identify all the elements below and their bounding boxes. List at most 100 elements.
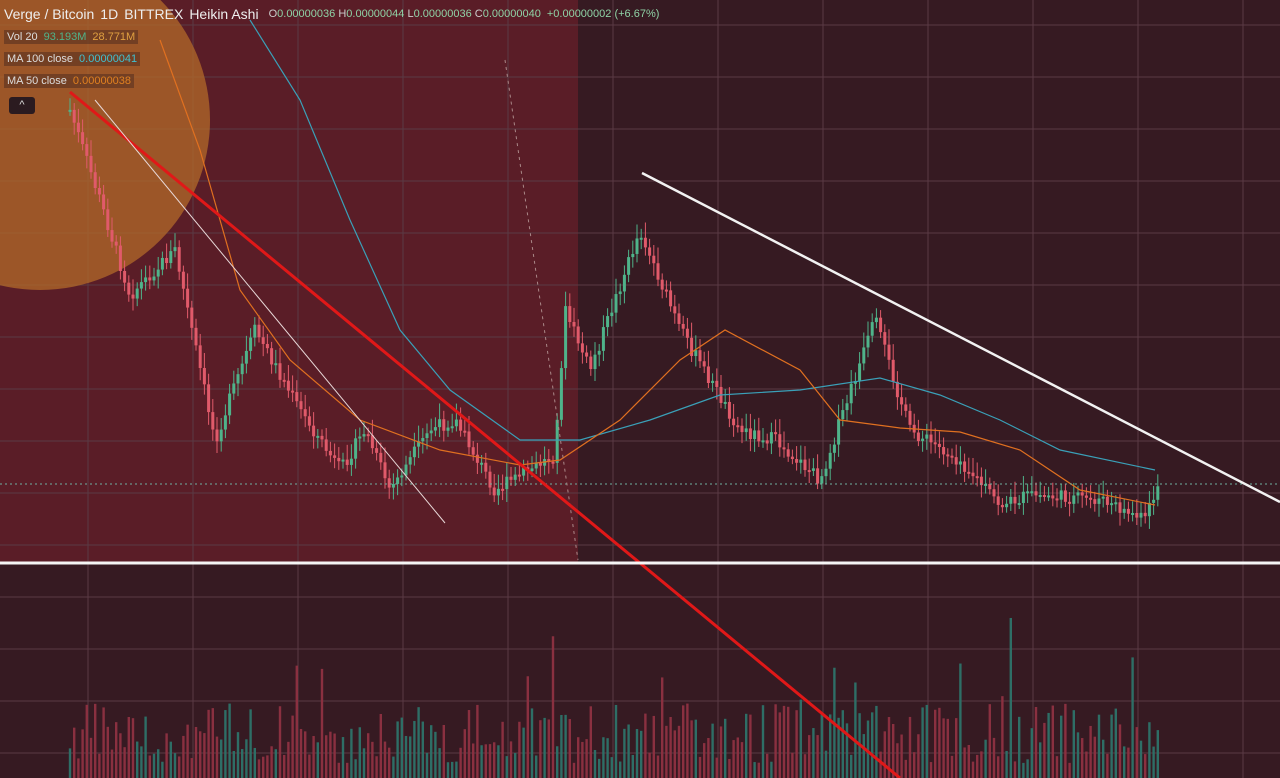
candle-body — [261, 337, 265, 344]
candle-body — [853, 381, 857, 384]
indicator-value: 0.00000041 — [79, 53, 138, 65]
collapse-button[interactable]: ^ — [9, 97, 35, 114]
candle-body — [517, 474, 521, 477]
candle-body — [811, 468, 815, 471]
volume-bar — [1118, 724, 1122, 778]
candle-body — [534, 462, 538, 469]
volume-bar — [295, 665, 298, 778]
candle-body — [253, 324, 257, 338]
candle-body — [555, 419, 559, 463]
indicator-value: 93.193M — [43, 31, 87, 43]
candle-body — [165, 257, 169, 264]
volume-bar — [152, 753, 156, 778]
volume-bar — [1123, 746, 1126, 778]
volume-bar — [106, 726, 109, 778]
volume-bar — [182, 735, 185, 778]
volume-bar — [619, 761, 622, 778]
ohlc-label: H — [338, 8, 347, 20]
candle-body — [1084, 495, 1088, 498]
candle-body — [937, 443, 941, 448]
volume-bar — [1093, 736, 1096, 778]
volume-bar — [316, 742, 319, 778]
volume-bar — [434, 731, 437, 778]
volume-bar — [1068, 762, 1071, 778]
indicator-row: MA 50 close 0.00000038 — [4, 74, 135, 88]
volume-bar — [1127, 747, 1130, 778]
candle-body — [887, 344, 891, 360]
volume-bar — [1152, 746, 1155, 778]
candle-body — [958, 461, 962, 465]
candle-body — [652, 255, 656, 264]
volume-bar — [110, 749, 114, 778]
volume-bar — [337, 762, 340, 778]
volume-bar — [568, 719, 571, 778]
volume-bar — [291, 715, 294, 778]
candle-body — [316, 435, 320, 438]
candle-body — [278, 363, 282, 380]
interval[interactable]: 1D — [100, 6, 119, 22]
volume-bar — [854, 682, 857, 778]
candle-body — [1000, 504, 1004, 508]
candles — [68, 98, 1160, 529]
candle-body — [606, 316, 610, 328]
candle-body — [1143, 512, 1147, 517]
volume-bar — [186, 724, 189, 778]
candle-body — [950, 455, 954, 458]
candle-body — [257, 324, 261, 338]
candle-body — [631, 253, 635, 258]
candle-body — [664, 289, 668, 292]
candle-body — [975, 476, 979, 479]
candle-body — [219, 429, 223, 442]
candle-body — [177, 247, 181, 272]
candle-body — [1105, 496, 1109, 505]
volume-bar — [635, 729, 639, 778]
volume-bar — [144, 716, 147, 778]
volume-bar — [803, 754, 807, 778]
candle-body — [744, 428, 748, 433]
volume-bar — [312, 736, 315, 778]
candle-body — [1068, 501, 1072, 504]
volume-bar — [535, 755, 538, 778]
volume-bar — [262, 756, 265, 778]
volume-bar — [77, 758, 80, 778]
volume-bar — [1018, 716, 1021, 778]
volume-bar — [1106, 753, 1109, 778]
candle-body — [1122, 508, 1126, 513]
volume-bar — [942, 718, 945, 778]
candle-body — [513, 474, 517, 480]
candle-body — [874, 317, 878, 323]
candle-body — [988, 483, 992, 490]
volume-bar — [581, 741, 584, 778]
candle-body — [837, 419, 841, 445]
candle-body — [635, 238, 639, 254]
volume-bar — [971, 761, 975, 778]
symbol[interactable]: Verge / Bitcoin — [4, 6, 95, 22]
candle-body — [383, 462, 387, 479]
volume-bar — [757, 762, 760, 778]
candle-body — [576, 326, 580, 344]
volume-bar — [94, 703, 97, 778]
volume-bar — [127, 717, 130, 778]
volume-bar — [73, 727, 76, 778]
volume-bar — [913, 752, 916, 778]
candle-body — [463, 430, 467, 433]
candle-body — [711, 380, 715, 384]
volume-bar — [245, 739, 248, 778]
candle-body — [694, 350, 698, 357]
candle-body — [790, 456, 794, 460]
volume-bar — [215, 736, 219, 778]
volume-bar — [938, 707, 941, 778]
red-trendline — [69, 90, 901, 778]
volume-bar — [228, 703, 231, 778]
candle-body — [522, 467, 526, 476]
volume-bar — [1114, 708, 1117, 778]
volume-bar — [577, 737, 580, 778]
candle-body — [341, 459, 345, 462]
volume-bar — [1043, 722, 1046, 778]
volume-bar — [81, 729, 84, 778]
candle-body — [110, 230, 114, 242]
ohlc-label: O — [268, 8, 278, 20]
volume-bar — [1055, 756, 1059, 778]
candle-body — [85, 144, 89, 156]
volume-bar — [900, 734, 903, 778]
